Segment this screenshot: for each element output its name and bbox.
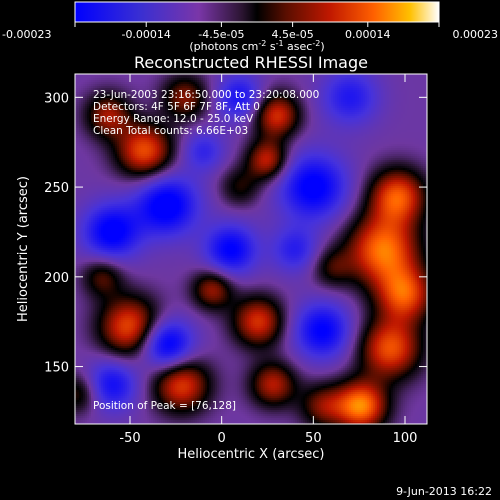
colorbar-units: (photons cm-2 s-1 asec-2) [189, 39, 324, 53]
colorbar-tick-label: 0.00014 [345, 28, 391, 41]
colorbar-tick-label: -0.00014 [121, 28, 170, 41]
colorbar [75, 2, 439, 22]
chart-title: Reconstructed RHESSI Image [134, 53, 368, 72]
colorbar-tick-label: 0.00023 [453, 28, 499, 41]
colorbar-ticks: -0.00023 -0.00014 -4.5e-05 4.5e-05 0.00014 0.… [2, 22, 498, 41]
colorbar-tick-label: -0.00023 [2, 28, 51, 41]
